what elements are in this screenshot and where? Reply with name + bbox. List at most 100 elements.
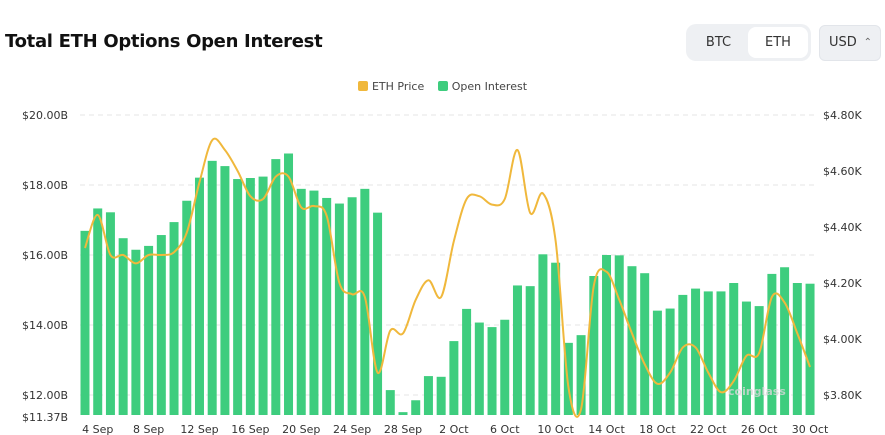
- left-axis-tick-label: $18.00B: [22, 179, 68, 192]
- open-interest-bar: [194, 177, 204, 415]
- x-axis-tick-label: 2 Oct: [439, 423, 469, 435]
- right-axis-tick-label: $4.40K: [823, 221, 862, 234]
- open-interest-bar: [436, 376, 446, 415]
- watermark-logo: coinglass: [728, 385, 786, 398]
- open-interest-bar: [182, 200, 192, 415]
- open-interest-bar: [118, 238, 128, 415]
- legend-label: Open Interest: [451, 80, 528, 93]
- open-interest-bar: [334, 203, 344, 415]
- eth-price-line: [84, 137, 811, 418]
- x-axis-tick-label: 8 Sep: [133, 423, 164, 435]
- x-axis-tick-label: 10 Oct: [537, 423, 574, 435]
- open-interest-bar: [105, 212, 115, 415]
- x-axis-tick-label: 22 Oct: [690, 423, 727, 435]
- open-interest-bar: [169, 222, 179, 415]
- open-interest-bar: [258, 176, 268, 415]
- open-interest-bar: [716, 291, 726, 415]
- open-interest-bar: [525, 286, 535, 415]
- asset-toggle: BTC ETH: [686, 24, 811, 61]
- x-axis-tick-label: 4 Sep: [82, 423, 113, 435]
- x-axis-tick-label: 28 Sep: [384, 423, 422, 435]
- left-axis-tick-label: $12.00B: [22, 389, 68, 402]
- open-interest-bar: [602, 255, 612, 415]
- open-interest-bar: [385, 390, 395, 415]
- open-interest-bar: [284, 153, 294, 415]
- open-interest-bar: [652, 310, 662, 415]
- right-axis-tick-label: $3.80K: [823, 389, 862, 402]
- open-interest-bar: [80, 230, 90, 415]
- btc-toggle-button[interactable]: BTC: [705, 35, 732, 50]
- x-axis-tick-label: 30 Oct: [792, 423, 829, 435]
- open-interest-bar: [576, 335, 586, 415]
- x-axis-tick-label: 12 Sep: [180, 423, 218, 435]
- left-axis-tick-label: $20.00B: [22, 109, 68, 122]
- legend-label: ETH Price: [371, 80, 425, 93]
- right-axis-tick-label: $4.60K: [823, 165, 862, 178]
- x-axis-tick-label: 20 Sep: [282, 423, 320, 435]
- x-axis-tick-label: 6 Oct: [490, 423, 520, 435]
- open-interest-bar: [309, 190, 319, 415]
- open-interest-bar: [767, 273, 777, 415]
- open-interest-bar: [411, 400, 421, 415]
- right-axis-tick-label: $4.00K: [823, 333, 862, 346]
- x-axis-tick-label: 24 Sep: [333, 423, 371, 435]
- open-interest-bar: [373, 212, 383, 415]
- open-interest-bar: [360, 188, 370, 415]
- legend-swatch: [357, 81, 368, 91]
- open-interest-bar: [741, 301, 751, 415]
- open-interest-bar: [614, 255, 624, 415]
- legend-item-open-interest[interactable]: Open Interest: [437, 80, 528, 93]
- open-interest-bar: [449, 341, 459, 415]
- open-interest-bar: [245, 178, 255, 415]
- open-interest-bar: [207, 160, 217, 415]
- currency-value: USD: [829, 35, 857, 50]
- x-axis-tick-label: 18 Oct: [639, 423, 676, 435]
- open-interest-bar: [500, 319, 510, 415]
- eth-toggle-button[interactable]: ETH: [748, 27, 808, 58]
- open-interest-bar: [640, 273, 650, 415]
- x-axis-tick-label: 26 Oct: [741, 423, 778, 435]
- open-interest-bar: [233, 179, 243, 415]
- open-interest-bar: [691, 288, 701, 415]
- open-interest-bar: [538, 254, 548, 415]
- open-interest-bar: [474, 322, 484, 415]
- open-interest-bar: [589, 276, 599, 415]
- legend-swatch: [437, 81, 448, 91]
- open-interest-bar: [512, 285, 522, 415]
- open-interest-bar: [487, 327, 497, 415]
- left-axis-tick-label: $11.37B: [22, 411, 68, 424]
- x-axis-tick-label: 14 Oct: [588, 423, 625, 435]
- open-interest-bar: [296, 188, 306, 415]
- open-interest-bar: [780, 267, 790, 415]
- page-title: Total ETH Options Open Interest: [5, 31, 323, 52]
- open-interest-bar: [551, 262, 561, 415]
- open-interest-bar: [271, 159, 281, 415]
- open-interest-bar: [754, 306, 764, 415]
- left-axis-tick-label: $14.00B: [22, 319, 68, 332]
- open-interest-bar: [678, 294, 688, 415]
- legend-item-eth-price[interactable]: ETH Price: [357, 80, 425, 93]
- open-interest-bar: [156, 235, 166, 415]
- open-interest-bar: [398, 412, 408, 415]
- chart-legend: ETH Price Open Interest: [0, 80, 885, 93]
- left-axis-tick-label: $16.00B: [22, 249, 68, 262]
- open-interest-bar: [665, 308, 675, 415]
- open-interest-bar: [144, 245, 154, 415]
- open-interest-bar: [703, 291, 713, 415]
- open-interest-bar: [627, 266, 637, 415]
- chevron-up-down-icon: ⌃: [863, 37, 872, 48]
- open-interest-bar: [805, 283, 815, 415]
- right-axis-tick-label: $4.80K: [823, 109, 862, 122]
- open-interest-bar: [423, 376, 433, 415]
- x-axis-tick-label: 16 Sep: [231, 423, 269, 435]
- currency-select[interactable]: USD ⌃: [819, 25, 881, 61]
- open-interest-bar: [729, 283, 739, 415]
- open-interest-bar: [220, 166, 230, 415]
- open-interest-bar: [131, 249, 141, 415]
- right-axis-tick-label: $4.20K: [823, 277, 862, 290]
- open-interest-bar: [792, 283, 802, 415]
- open-interest-bar: [347, 197, 357, 415]
- open-interest-bar: [322, 197, 332, 415]
- open-interest-bar: [462, 308, 472, 415]
